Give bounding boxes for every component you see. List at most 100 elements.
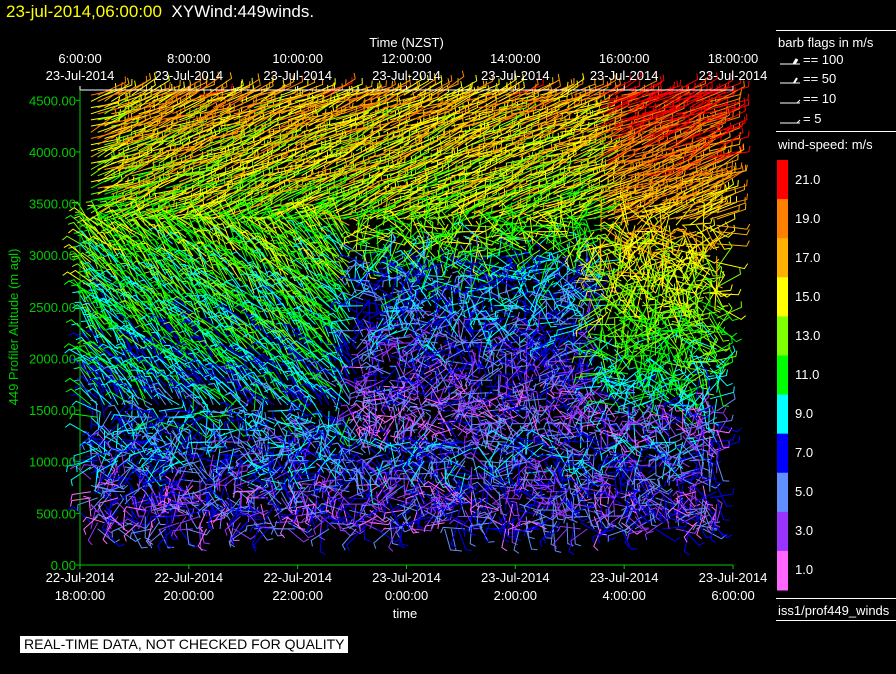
wind-barb (373, 367, 380, 394)
wind-barb (319, 474, 326, 498)
wind-barb (362, 149, 391, 164)
wind-barb (149, 280, 173, 300)
wind-barb (327, 516, 350, 530)
wind-barb (381, 342, 398, 363)
wind-barb (335, 98, 366, 115)
wind-barb (210, 263, 228, 288)
wind-barb (192, 102, 219, 127)
wind-barb (301, 121, 327, 146)
wind-barb (428, 280, 452, 299)
wind-barb (97, 153, 125, 170)
wind-barb (335, 466, 349, 490)
wind-barb (304, 281, 330, 300)
wind-barb (335, 77, 363, 96)
wind-barb (165, 522, 173, 548)
wind-barb (351, 289, 377, 296)
wind-barb (457, 441, 479, 456)
wind-barb (429, 355, 445, 375)
wind-barb (206, 104, 235, 121)
wind-barb (111, 486, 132, 505)
wind-barb (493, 373, 520, 380)
wind-barb (165, 84, 192, 109)
wind-barb (83, 229, 105, 251)
wind-barb (117, 346, 139, 369)
wind-barb (82, 217, 112, 232)
wind-barb (301, 508, 322, 524)
wind-barb (85, 224, 112, 245)
wind-barb (376, 528, 401, 543)
wind-barb (403, 435, 425, 455)
wind-barb (193, 212, 221, 232)
wind-barb (331, 367, 350, 387)
wind-barb (358, 423, 377, 437)
wind-barb (185, 189, 212, 208)
wind-barb (146, 416, 173, 425)
wind-barb (410, 175, 438, 189)
wind-barb (104, 503, 124, 525)
wind-barb (308, 497, 329, 515)
wind-barb (421, 344, 445, 362)
wind-barb (133, 314, 153, 338)
wind-barb (97, 148, 125, 164)
wind-barb (168, 313, 187, 338)
wind-barb (199, 157, 228, 170)
wind-barb (194, 206, 221, 226)
wind-barb (363, 367, 384, 381)
wind-barb (194, 329, 221, 344)
wind-barb (104, 93, 129, 115)
wind-barb (389, 478, 415, 493)
wind-barb (293, 201, 316, 226)
wind-barb (170, 427, 187, 449)
wind-barb (336, 336, 357, 356)
wind-barb (112, 232, 139, 251)
wind-barb (338, 330, 364, 337)
wind-barb (212, 472, 221, 498)
wind-barb (130, 380, 146, 406)
wind-barb (147, 386, 167, 406)
wind-barb (185, 152, 216, 170)
wind-barb (418, 429, 432, 450)
wind-barb (398, 272, 412, 294)
wind-barb (302, 228, 330, 245)
wind-barb (413, 222, 439, 245)
wind-barb (120, 262, 139, 288)
wind-barb (417, 144, 443, 164)
wind-barb (412, 211, 439, 232)
wind-barb (64, 423, 92, 437)
wind-barb (141, 434, 166, 443)
wind-barb (104, 176, 135, 189)
wind-barb (148, 276, 173, 294)
wind-barb (302, 423, 323, 441)
wind-barb (80, 223, 105, 245)
wind-barb (416, 318, 431, 340)
wind-barb (427, 441, 452, 455)
wind-barb (444, 211, 460, 238)
wind-barb (165, 270, 187, 294)
wind-barb (247, 261, 269, 282)
wind-barb (444, 180, 473, 195)
wind-barb (209, 410, 234, 418)
wind-barb (75, 454, 98, 473)
wind-barb (97, 188, 125, 201)
wind-barb (448, 361, 459, 385)
wind-barb (288, 491, 296, 514)
wind-barb (151, 79, 181, 96)
wind-barb (166, 264, 187, 288)
wind-barb (307, 503, 314, 529)
wind-barb (147, 253, 167, 276)
wind-barb (108, 404, 126, 424)
wind-barb (91, 296, 112, 319)
wind-barb (393, 469, 418, 476)
wind-barb (260, 442, 270, 466)
wind-barb (206, 138, 235, 152)
wind-barb (296, 455, 309, 480)
wind-barb (478, 102, 509, 115)
wind-barb (262, 430, 270, 455)
wind-barb (343, 224, 371, 245)
wind-barb (259, 489, 282, 505)
wind-barb (398, 378, 425, 387)
wind-barb (247, 75, 274, 96)
wind-barb (170, 218, 194, 239)
wind-barb (395, 292, 418, 310)
wind-barb (355, 426, 377, 437)
